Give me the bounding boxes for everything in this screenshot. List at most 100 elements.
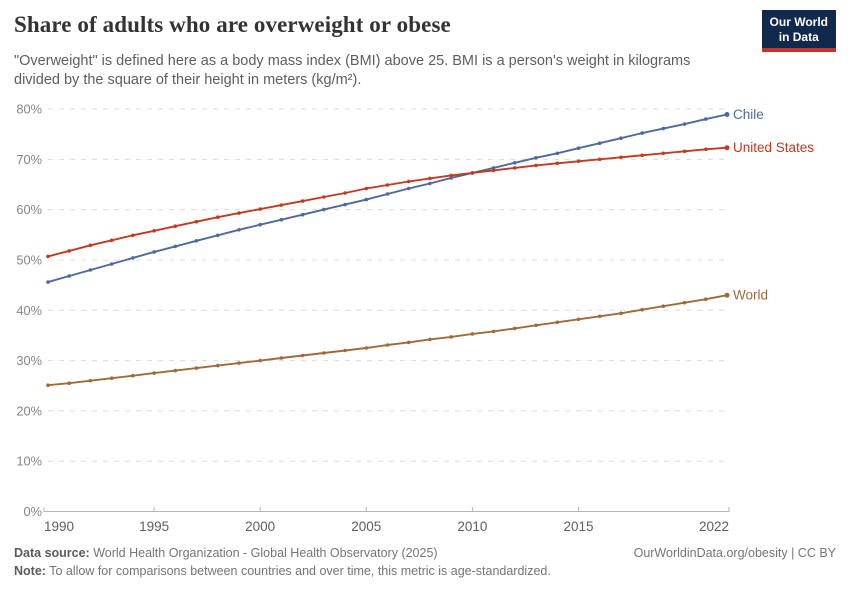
data-point-marker[interactable] [470, 171, 475, 175]
data-point-marker[interactable] [322, 207, 326, 212]
data-point-marker[interactable] [406, 186, 411, 191]
data-point-marker[interactable] [46, 280, 50, 284]
data-point-marker[interactable] [385, 183, 390, 187]
data-point-marker[interactable] [216, 363, 220, 368]
data-point-marker[interactable] [385, 343, 390, 347]
data-point-marker[interactable] [67, 274, 71, 278]
data-point-marker[interactable] [449, 173, 454, 178]
data-point-marker[interactable] [300, 212, 305, 217]
data-point-marker[interactable] [406, 179, 411, 184]
data-point-marker[interactable] [364, 186, 369, 191]
data-point-marker[interactable] [152, 229, 156, 233]
data-point-marker[interactable] [173, 244, 178, 249]
data-point-marker[interactable] [109, 262, 114, 266]
data-point-marker[interactable] [109, 376, 114, 381]
data-point-marker[interactable] [534, 156, 538, 160]
data-point-marker[interactable] [534, 163, 538, 168]
data-point-marker[interactable] [152, 250, 156, 254]
data-point-marker[interactable] [491, 168, 496, 173]
data-point-marker[interactable] [555, 320, 560, 325]
data-point-marker[interactable] [513, 166, 517, 170]
data-point-marker[interactable] [67, 249, 71, 253]
data-point-marker[interactable] [131, 256, 135, 260]
data-point-marker[interactable] [619, 311, 623, 316]
data-point-marker[interactable] [300, 199, 305, 203]
data-point-marker[interactable] [194, 219, 199, 224]
data-point-marker[interactable] [661, 126, 666, 131]
citation-link[interactable]: OurWorldinData.org/obesity | CC BY [633, 546, 836, 560]
data-point-marker[interactable] [322, 195, 326, 199]
data-point-marker[interactable] [491, 329, 496, 334]
data-point-marker[interactable] [131, 233, 135, 238]
data-point-marker[interactable] [279, 356, 284, 360]
data-point-marker[interactable] [343, 202, 347, 207]
data-point-marker[interactable] [449, 335, 454, 339]
data-point-marker[interactable] [640, 153, 644, 158]
data-point-marker[interactable] [640, 307, 644, 312]
data-point-marker[interactable] [131, 373, 135, 378]
data-point-marker[interactable] [237, 228, 241, 232]
data-point-marker[interactable] [258, 222, 263, 227]
data-point-marker[interactable] [385, 192, 390, 196]
data-point-marker[interactable] [704, 297, 708, 302]
data-point-marker[interactable] [258, 358, 263, 363]
data-point-marker[interactable] [406, 340, 411, 345]
data-point-marker[interactable] [724, 145, 730, 151]
data-point-marker[interactable] [152, 371, 156, 375]
data-point-marker[interactable] [88, 243, 93, 248]
data-point-marker[interactable] [491, 166, 496, 170]
data-point-marker[interactable] [704, 117, 708, 121]
data-point-marker[interactable] [237, 211, 241, 215]
data-point-marker[interactable] [173, 368, 178, 373]
data-point-marker[interactable] [470, 332, 475, 336]
data-point-marker[interactable] [576, 317, 581, 322]
data-point-marker[interactable] [109, 238, 114, 243]
data-point-marker[interactable] [682, 122, 687, 126]
data-point-marker[interactable] [555, 151, 560, 156]
series-label-chile[interactable]: Chile [733, 107, 764, 122]
data-point-marker[interactable] [88, 378, 93, 383]
series-line-chile[interactable] [47, 113, 728, 284]
data-point-marker[interactable] [704, 147, 708, 152]
series-line-united-states[interactable] [47, 146, 728, 258]
data-point-marker[interactable] [619, 136, 623, 140]
owid-logo[interactable]: Our World in Data [761, 10, 836, 52]
data-point-marker[interactable] [194, 239, 199, 243]
data-point-marker[interactable] [258, 207, 263, 211]
data-point-marker[interactable] [661, 304, 666, 309]
data-point-marker[interactable] [300, 353, 305, 358]
data-point-marker[interactable] [513, 326, 517, 331]
data-point-marker[interactable] [343, 348, 347, 353]
data-point-marker[interactable] [88, 268, 93, 272]
data-point-marker[interactable] [724, 292, 730, 298]
data-point-marker[interactable] [724, 112, 730, 117]
data-point-marker[interactable] [322, 351, 326, 355]
data-point-marker[interactable] [682, 300, 687, 305]
data-point-marker[interactable] [364, 346, 369, 350]
data-point-marker[interactable] [67, 381, 71, 386]
data-point-marker[interactable] [428, 176, 432, 181]
series-label-united-states[interactable]: United States [733, 140, 814, 155]
data-point-marker[interactable] [194, 366, 199, 370]
data-point-marker[interactable] [661, 151, 666, 156]
data-point-marker[interactable] [279, 203, 284, 207]
data-point-marker[interactable] [576, 159, 581, 164]
data-point-marker[interactable] [682, 149, 687, 154]
data-point-marker[interactable] [555, 161, 560, 166]
data-point-marker[interactable] [576, 146, 581, 150]
data-point-marker[interactable] [237, 361, 241, 365]
series-label-world[interactable]: World [733, 288, 768, 303]
data-point-marker[interactable] [428, 181, 432, 186]
data-point-marker[interactable] [46, 383, 50, 388]
data-point-marker[interactable] [343, 191, 347, 195]
data-point-marker[interactable] [513, 161, 517, 165]
data-point-marker[interactable] [428, 337, 432, 342]
data-point-marker[interactable] [364, 197, 369, 202]
data-point-marker[interactable] [597, 157, 602, 162]
data-point-marker[interactable] [216, 215, 220, 219]
data-point-marker[interactable] [619, 155, 623, 160]
data-point-marker[interactable] [597, 141, 602, 145]
data-point-marker[interactable] [640, 131, 644, 135]
data-point-marker[interactable] [279, 217, 284, 222]
